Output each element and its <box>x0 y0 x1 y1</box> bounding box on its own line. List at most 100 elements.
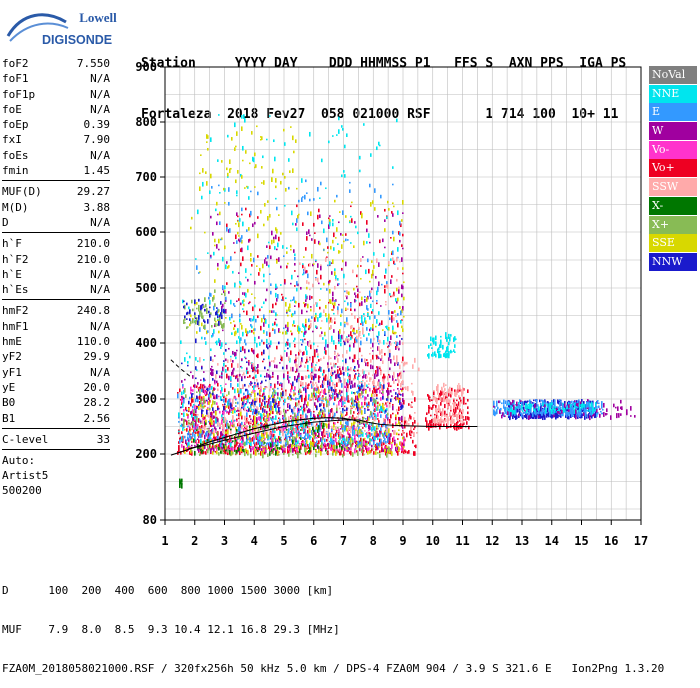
echo-point <box>248 385 250 388</box>
echo-point <box>238 336 240 339</box>
echo-point <box>600 411 602 413</box>
echo-point <box>502 412 504 416</box>
echo-point <box>449 400 451 404</box>
echo-point <box>293 340 295 342</box>
echo-point <box>270 410 272 414</box>
echo-point <box>393 372 395 375</box>
echo-point <box>581 415 583 418</box>
echo-point <box>318 283 320 285</box>
echo-point <box>209 408 211 411</box>
echo-point <box>333 313 335 315</box>
echo-point <box>202 446 204 450</box>
echo-point <box>319 417 321 421</box>
echo-point <box>324 439 326 443</box>
echo-point <box>377 373 379 376</box>
echo-point <box>319 214 321 218</box>
echo-point <box>402 393 404 397</box>
echo-point <box>317 445 319 449</box>
echo-point <box>361 432 363 434</box>
echo-point <box>556 408 558 410</box>
echo-point <box>397 412 399 415</box>
echo-point <box>202 420 204 425</box>
echo-point <box>521 405 523 407</box>
echo-point <box>196 395 198 399</box>
echo-point <box>265 299 267 302</box>
echo-point <box>310 412 312 417</box>
echo-point <box>202 414 204 418</box>
echo-point <box>311 238 313 241</box>
echo-point <box>320 409 322 412</box>
echo-point <box>401 257 403 262</box>
echo-point <box>377 412 379 417</box>
echo-point <box>354 404 356 407</box>
echo-point <box>450 350 452 354</box>
echo-point <box>244 442 246 447</box>
echo-point <box>337 431 339 433</box>
echo-point <box>245 398 247 400</box>
echo-point <box>309 447 311 452</box>
echo-point <box>501 402 503 404</box>
echo-point <box>353 343 355 348</box>
echo-point <box>344 402 346 404</box>
echo-point <box>274 436 276 440</box>
echo-point <box>244 349 246 354</box>
echo-point <box>209 392 211 395</box>
echo-point <box>298 403 300 406</box>
echo-point <box>360 429 362 432</box>
echo-point <box>301 407 303 410</box>
echo-point <box>323 390 325 395</box>
echo-point <box>610 415 612 420</box>
echo-point <box>214 445 216 448</box>
echo-point <box>319 403 321 407</box>
echo-point <box>456 422 458 424</box>
echo-point <box>202 406 204 408</box>
echo-point <box>180 407 182 409</box>
echo-point <box>248 421 250 423</box>
echo-point <box>549 406 551 411</box>
echo-point <box>272 398 274 403</box>
echo-point <box>300 287 302 290</box>
echo-point <box>255 434 257 439</box>
echo-point <box>200 449 202 452</box>
echo-point <box>374 437 376 441</box>
echo-point <box>577 403 579 407</box>
echo-point <box>210 356 212 361</box>
echo-point <box>270 256 272 260</box>
echo-point <box>440 340 442 343</box>
echo-point <box>535 399 537 401</box>
echo-point <box>568 409 570 412</box>
echo-point <box>182 427 184 431</box>
echo-point <box>298 408 300 411</box>
echo-point <box>341 414 343 418</box>
echo-point <box>371 445 373 448</box>
echo-point <box>599 408 601 410</box>
echo-point <box>365 443 367 446</box>
echo-point <box>295 355 297 359</box>
echo-point <box>467 389 469 393</box>
echo-point <box>534 404 536 409</box>
echo-point <box>340 421 342 425</box>
echo-point <box>352 403 354 405</box>
echo-point <box>354 366 356 369</box>
echo-point <box>217 214 219 216</box>
echo-point <box>436 399 438 404</box>
echo-point <box>392 413 394 415</box>
echo-point <box>263 449 265 452</box>
echo-point <box>398 375 400 377</box>
echo-point <box>309 397 311 402</box>
echo-point <box>340 343 342 347</box>
echo-point <box>386 433 388 436</box>
echo-point <box>311 393 313 395</box>
echo-point <box>383 384 385 389</box>
echo-point <box>249 402 251 404</box>
echo-point <box>212 359 214 362</box>
echo-point <box>337 369 339 374</box>
echo-point <box>442 408 444 413</box>
echo-point <box>186 428 188 432</box>
echo-point <box>240 347 242 351</box>
echo-point <box>182 384 184 387</box>
echo-point <box>390 237 392 239</box>
echo-point <box>208 430 210 433</box>
echo-point <box>347 441 349 444</box>
echo-point <box>402 212 404 214</box>
